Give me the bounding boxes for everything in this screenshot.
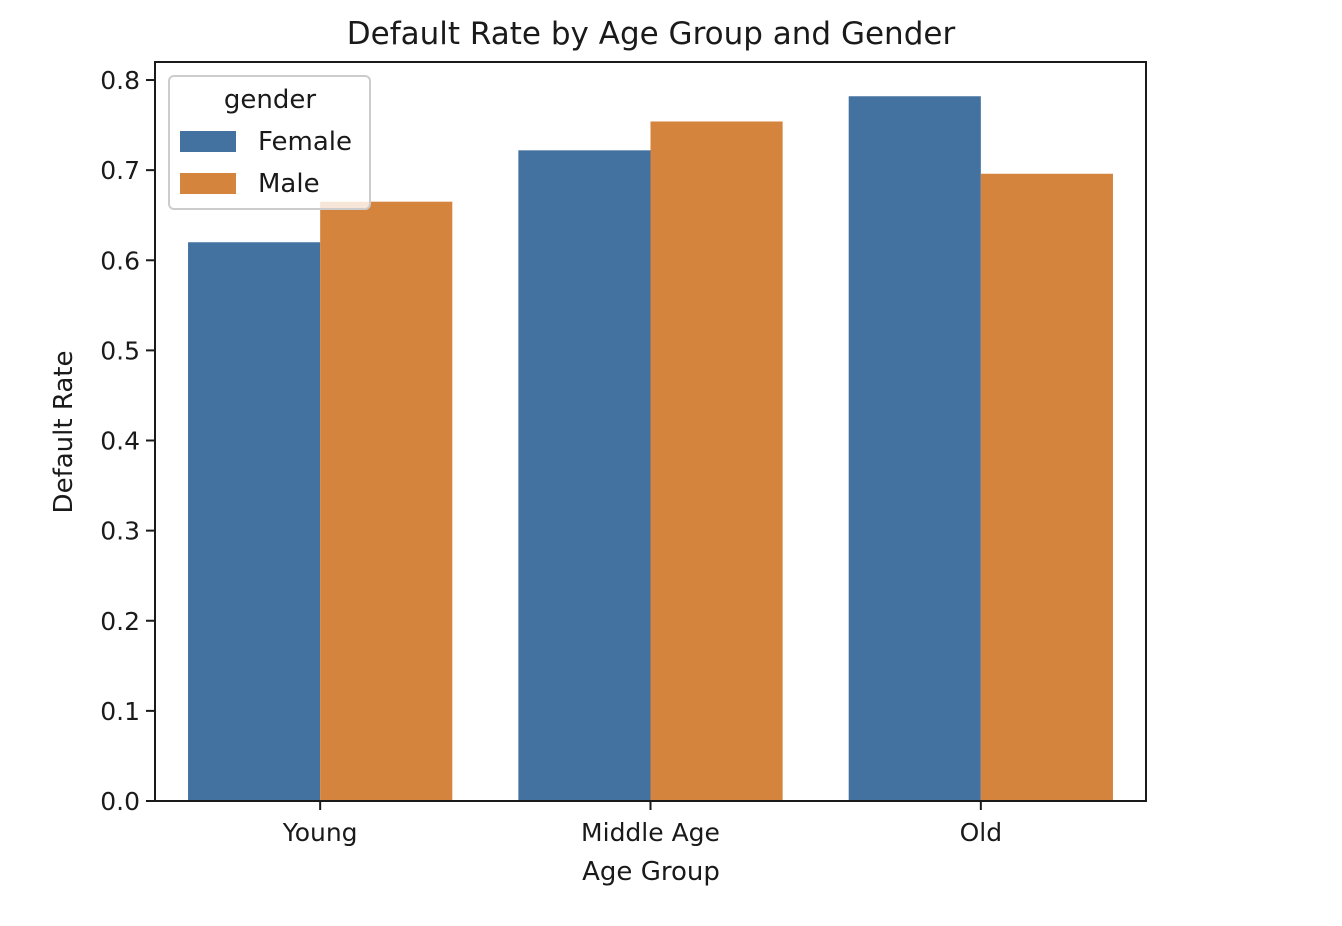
legend-label-male: Male xyxy=(258,169,320,199)
y-tick-label: 0.3 xyxy=(100,517,140,546)
legend-title: gender xyxy=(224,85,316,115)
bar-male-young xyxy=(320,201,453,801)
legend: gender Female Male xyxy=(168,75,371,210)
y-axis-label: Default Rate xyxy=(49,351,79,514)
x-tick-label: Middle Age xyxy=(581,818,720,847)
x-axis-label: Age Group xyxy=(582,857,720,887)
legend-label-female: Female xyxy=(258,127,352,157)
y-tick-label: 0.4 xyxy=(100,427,140,456)
x-tick-label: Young xyxy=(282,818,358,847)
bar-female-middle-age xyxy=(518,150,651,801)
y-tick-label: 0.5 xyxy=(100,336,140,365)
y-tick-label: 0.0 xyxy=(100,787,140,816)
y-axis-ticks: 0.0 0.1 0.2 0.3 0.4 0.5 0.6 0.7 0.8 xyxy=(100,66,155,816)
y-tick-label: 0.8 xyxy=(100,66,140,95)
bar-male-middle-age xyxy=(650,121,783,802)
bar-female-old xyxy=(848,96,981,801)
bar-female-young xyxy=(188,242,321,801)
x-axis-ticks: Young Middle Age Old xyxy=(282,801,1002,847)
bars-group xyxy=(188,96,1113,802)
x-tick-label: Old xyxy=(960,818,1003,847)
y-tick-label: 0.1 xyxy=(100,697,140,726)
y-tick-label: 0.2 xyxy=(100,607,140,636)
legend-swatch-male xyxy=(180,173,236,194)
bar-male-old xyxy=(980,173,1113,801)
legend-swatch-female xyxy=(180,131,236,152)
y-tick-label: 0.7 xyxy=(100,156,140,185)
y-tick-label: 0.6 xyxy=(100,246,140,275)
chart-title: Default Rate by Age Group and Gender xyxy=(347,16,956,52)
